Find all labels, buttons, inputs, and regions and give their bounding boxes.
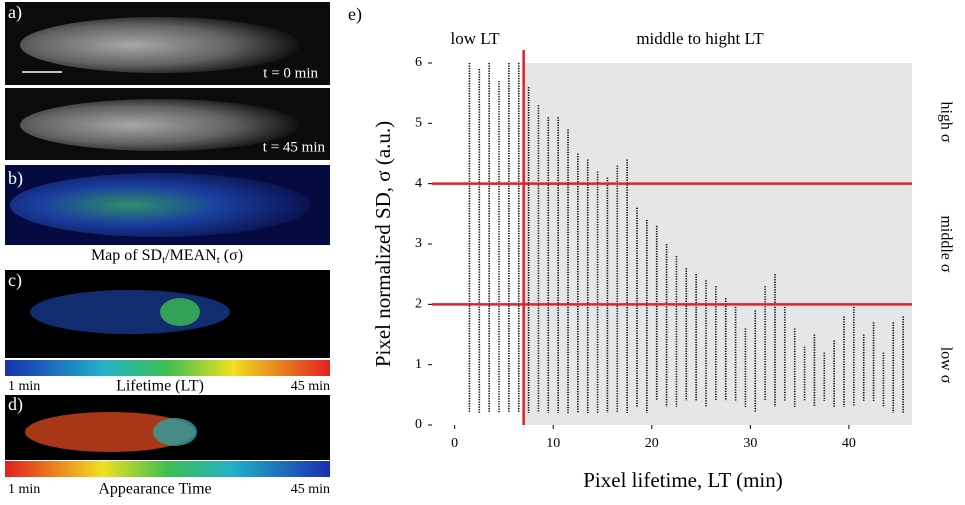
side-label: low σ	[937, 347, 954, 384]
colorbar-label: 45 min	[291, 379, 330, 394]
y-tick-label: 4	[415, 176, 422, 191]
cell	[153, 418, 197, 446]
panel-letter: a)	[8, 2, 22, 23]
colorbar-label: 45 min	[291, 482, 330, 497]
x-tick-label: 20	[645, 436, 659, 451]
side-label: high σ	[937, 101, 954, 142]
cell	[160, 298, 200, 326]
colorbar-label: Lifetime (LT)	[116, 378, 204, 395]
panel-letter: c)	[8, 270, 22, 291]
colorbar	[5, 360, 330, 376]
panel-letter: b)	[8, 168, 23, 189]
y-tick-label: 5	[415, 116, 422, 131]
time-label: t = 45 min	[263, 139, 326, 155]
x-tick-label: 40	[842, 436, 856, 451]
y-tick-label: 1	[415, 357, 422, 372]
cell	[10, 173, 310, 237]
cell	[25, 412, 195, 452]
x-axis-label: Pixel lifetime, LT (min)	[583, 468, 782, 492]
x-tick-label: 30	[743, 436, 757, 451]
y-tick-label: 6	[415, 55, 422, 70]
colorbar-label: 1 min	[8, 482, 40, 497]
y-tick-label: 2	[415, 297, 422, 312]
cell	[20, 17, 300, 73]
colorbar	[5, 461, 330, 477]
time-label: t = 0 min	[263, 65, 318, 81]
x-tick-label: 10	[546, 436, 560, 451]
y-tick-label: 3	[415, 236, 422, 251]
panel-letter: e)	[348, 4, 362, 25]
x-tick-label: 0	[451, 436, 458, 451]
cell	[20, 99, 300, 151]
region-label: middle to hight LT	[636, 29, 764, 48]
side-label: middle σ	[937, 215, 954, 272]
colorbar-label: 1 min	[8, 379, 40, 394]
y-axis-label: Pixel normalized SD, σ (a.u.)	[371, 121, 395, 367]
panel-letter: d)	[8, 394, 23, 415]
shaded-region	[523, 63, 912, 425]
region-label: low LT	[451, 29, 501, 48]
y-tick-label: 0	[415, 417, 422, 432]
caption: Map of SDt/MEANt (σ)	[91, 247, 243, 266]
colorbar-label: Appearance Time	[98, 481, 211, 498]
